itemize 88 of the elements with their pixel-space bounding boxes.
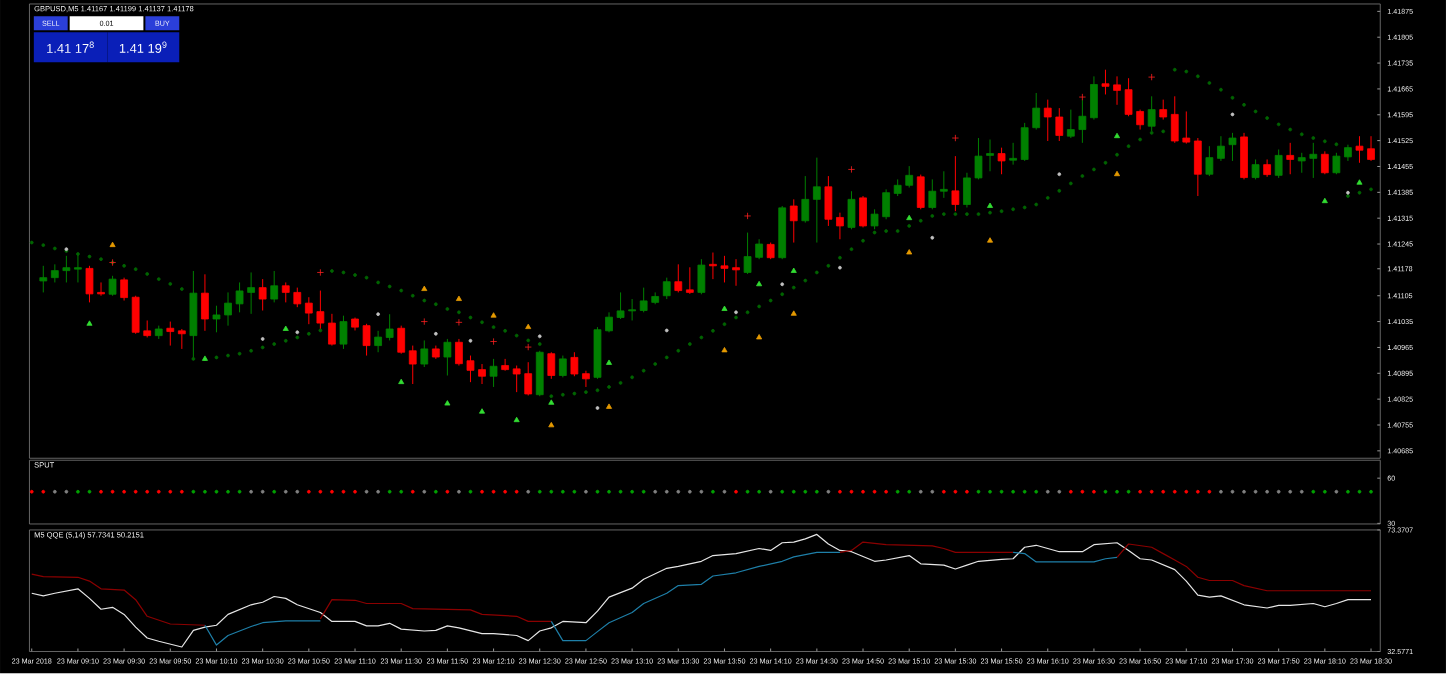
- point: [109, 242, 116, 248]
- point: [316, 269, 324, 277]
- point: [282, 325, 289, 332]
- candlestick: [1159, 99, 1168, 121]
- point: [548, 422, 555, 428]
- candlestick: [674, 264, 683, 294]
- point: [1114, 133, 1121, 139]
- candlestick: [836, 212, 844, 241]
- candlestick: [662, 277, 671, 300]
- point: [906, 249, 913, 255]
- point: [847, 166, 856, 174]
- point: [951, 134, 959, 142]
- candlestick: [385, 313, 394, 342]
- candlestick: [258, 278, 267, 312]
- candlestick: [951, 155, 960, 212]
- point: [790, 267, 797, 274]
- point: [756, 334, 763, 340]
- point: [1148, 73, 1156, 81]
- candlestick: [397, 325, 406, 355]
- candlestick: [120, 277, 128, 302]
- candlestick: [939, 171, 948, 199]
- candlestick: [408, 345, 417, 385]
- candlestick: [824, 175, 833, 227]
- candlestick: [489, 358, 498, 388]
- candlestick: [1240, 132, 1248, 181]
- candlestick: [547, 352, 556, 380]
- point: [1078, 93, 1086, 101]
- candlestick: [201, 274, 209, 332]
- candlestick: [177, 328, 186, 350]
- candlestick: [1286, 142, 1295, 176]
- candlestick: [685, 267, 694, 295]
- point: [906, 215, 913, 221]
- point: [490, 312, 497, 318]
- point: [86, 320, 93, 326]
- point: [606, 403, 613, 410]
- point: [1321, 198, 1328, 204]
- point: [455, 319, 463, 327]
- point: [444, 400, 451, 406]
- candlestick: [812, 157, 821, 244]
- point: [987, 237, 994, 243]
- candlestick: [997, 147, 1006, 176]
- point: [721, 305, 728, 312]
- point: [606, 359, 613, 366]
- point: [790, 310, 797, 317]
- candlestick: [916, 174, 925, 211]
- point: [721, 347, 728, 353]
- candlestick: [928, 179, 937, 211]
- candlestick: [859, 195, 867, 229]
- candlestick: [558, 355, 567, 379]
- candlestick: [108, 275, 117, 297]
- candlestick: [501, 358, 509, 372]
- candlestick: [1320, 151, 1329, 176]
- candlestick: [270, 270, 279, 304]
- candlestick: [420, 340, 429, 368]
- candlestick: [339, 315, 348, 350]
- candlestick: [789, 199, 798, 244]
- candlestick: [1228, 132, 1237, 162]
- point: [398, 379, 405, 385]
- candlestick: [1193, 137, 1202, 197]
- point: [525, 324, 532, 330]
- candlestick: [328, 313, 336, 347]
- point: [479, 408, 486, 414]
- point: [420, 318, 428, 326]
- candlestick: [443, 338, 452, 377]
- candlestick: [166, 321, 175, 347]
- point: [455, 295, 462, 302]
- point: [489, 338, 498, 346]
- candlestick: [374, 330, 382, 354]
- point: [513, 417, 520, 423]
- candlestick: [535, 350, 544, 397]
- candlestick: [847, 191, 856, 231]
- point: [524, 343, 532, 351]
- candlestick: [697, 258, 706, 296]
- candlestick: [1147, 96, 1156, 133]
- point: [756, 281, 763, 287]
- point: [548, 399, 555, 406]
- candlestick: [39, 265, 48, 294]
- candlestick: [1274, 149, 1283, 179]
- candlestick: [1251, 159, 1260, 181]
- point: [987, 202, 994, 209]
- candlestick: [74, 254, 82, 284]
- point: [1114, 171, 1121, 177]
- candlestick: [1009, 142, 1017, 166]
- candlestick: [189, 270, 198, 360]
- point: [1356, 179, 1363, 185]
- point: [421, 285, 428, 292]
- point: [743, 212, 752, 220]
- candlestick: [801, 175, 810, 224]
